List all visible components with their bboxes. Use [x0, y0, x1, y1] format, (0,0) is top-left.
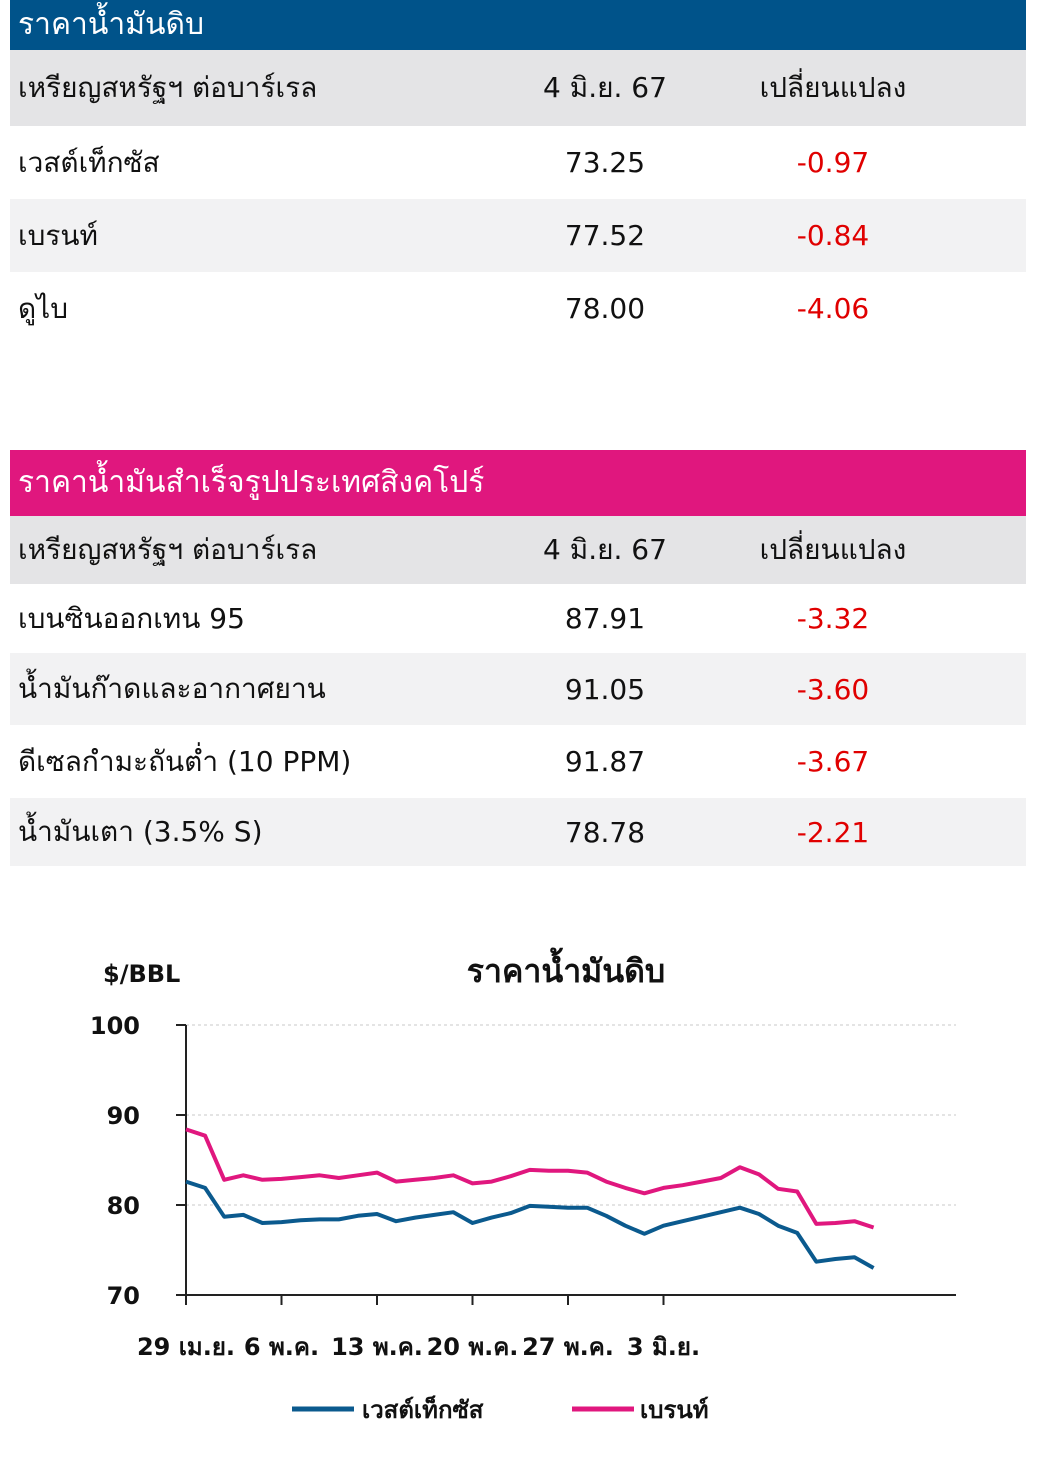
unit-header: เหรียญสหรัฐฯ ต่อบาร์เรล [18, 533, 318, 566]
change-header: เปลี่ยนแปลง [759, 533, 907, 566]
price-value: 73.25 [564, 146, 646, 179]
product-name: ดูไบ [18, 291, 69, 325]
price-value: 87.91 [564, 602, 646, 635]
unit-header: เหรียญสหรัฐฯ ต่อบาร์เรล [18, 71, 318, 104]
crude-oil-table: ราคาน้ำมันดิบ เหรียญสหรัฐฯ ต่อบาร์เรล 4 … [10, 0, 1026, 345]
x-tick-label: 20 พ.ค. [427, 1333, 519, 1361]
price-value: 78.00 [564, 292, 646, 325]
price-value: 78.78 [564, 815, 646, 849]
y-axis-unit-label: $/BBL [103, 960, 180, 988]
product-name: เบรนท์ [18, 218, 98, 252]
table-row: เวสต์เท็กซัส 73.25 -0.97 [10, 126, 1026, 199]
refined-table-title: ราคาน้ำมันสำเร็จรูปประเทศสิงคโปร์ [10, 450, 1026, 516]
x-tick-label: 29 เม.ย. [137, 1333, 235, 1361]
table-row: เบรนท์ 77.52 -0.84 [10, 199, 1026, 272]
table-row: ดีเซลกำมะถันต่ำ (10 PPM) 91.87 -3.67 [10, 725, 1026, 798]
refined-products-table: ราคาน้ำมันสำเร็จรูปประเทศสิงคโปร์ เหรียญ… [10, 450, 1026, 866]
change-header: เปลี่ยนแปลง [759, 71, 907, 104]
grid-lines [186, 1024, 956, 1206]
table-row: เบนซินออกเทน 95 87.91 -3.32 [10, 584, 1026, 653]
date-header: 4 มิ.ย. 67 [543, 71, 667, 104]
product-name: เบนซินออกเทน 95 [18, 601, 245, 635]
change-value: -3.32 [796, 602, 870, 635]
legend-label: เวสต์เท็กซัส [362, 1395, 484, 1424]
y-tick-label: 80 [107, 1192, 140, 1220]
product-name: เวสต์เท็กซัส [18, 145, 160, 179]
table-header-row: เหรียญสหรัฐฯ ต่อบาร์เรล 4 มิ.ย. 67 เปลี่… [10, 50, 1026, 126]
price-value: 91.87 [564, 745, 646, 778]
legend: เวสต์เท็กซัส เบรนท์ [292, 1395, 709, 1424]
table-row: น้ำมันเตา (3.5% S) 78.78 -2.21 [10, 798, 1026, 866]
y-tick-label: 100 [90, 1012, 140, 1040]
x-tick-label: 3 มิ.ย. [627, 1333, 700, 1361]
price-value: 77.52 [564, 219, 646, 252]
date-header: 4 มิ.ย. 67 [543, 533, 667, 566]
chart-title: ราคาน้ำมันดิบ [467, 947, 665, 990]
table-row: ดูไบ 78.00 -4.06 [10, 272, 1026, 345]
x-tick-label: 27 พ.ค. [522, 1333, 614, 1361]
product-name: น้ำมันก๊าดและอากาศยาน [18, 672, 326, 705]
axes: 100 90 80 70 29 เม.ย. 6 พ.ค. 13 พ.ค. 20 พ.ค. 27 … [90, 1012, 956, 1361]
price-value: 91.05 [564, 672, 646, 706]
change-value: -0.84 [796, 219, 870, 252]
table-row: น้ำมันก๊าดและอากาศยาน 91.05 -3.60 [10, 653, 1026, 725]
y-tick-label: 90 [107, 1102, 140, 1130]
crude-oil-price-chart: $/BBL ราคาน้ำมันดิบ 100 90 80 70 29 เม.ย. 6 พ… [90, 947, 956, 1424]
change-value: -4.06 [796, 292, 870, 325]
y-tick-label: 70 [107, 1282, 140, 1310]
change-value: -3.67 [796, 745, 870, 778]
crude-table-title: ราคาน้ำมันดิบ [10, 0, 1026, 50]
product-name: น้ำมันเตา (3.5% S) [18, 815, 263, 848]
product-name: ดีเซลกำมะถันต่ำ (10 PPM) [18, 744, 352, 778]
series-line-brent [185, 1127, 875, 1230]
change-value: -2.21 [796, 815, 870, 849]
x-tick-label: 13 พ.ค. [331, 1333, 423, 1361]
legend-label: เบรนท์ [640, 1396, 709, 1424]
series-lines [185, 1127, 875, 1270]
table-header-row: เหรียญสหรัฐฯ ต่อบาร์เรล 4 มิ.ย. 67 เปลี่… [10, 516, 1026, 584]
change-value: -0.97 [796, 146, 870, 179]
x-tick-label: 6 พ.ค. [244, 1333, 319, 1361]
change-value: -3.60 [796, 672, 870, 706]
series-line-wti [185, 1179, 875, 1270]
